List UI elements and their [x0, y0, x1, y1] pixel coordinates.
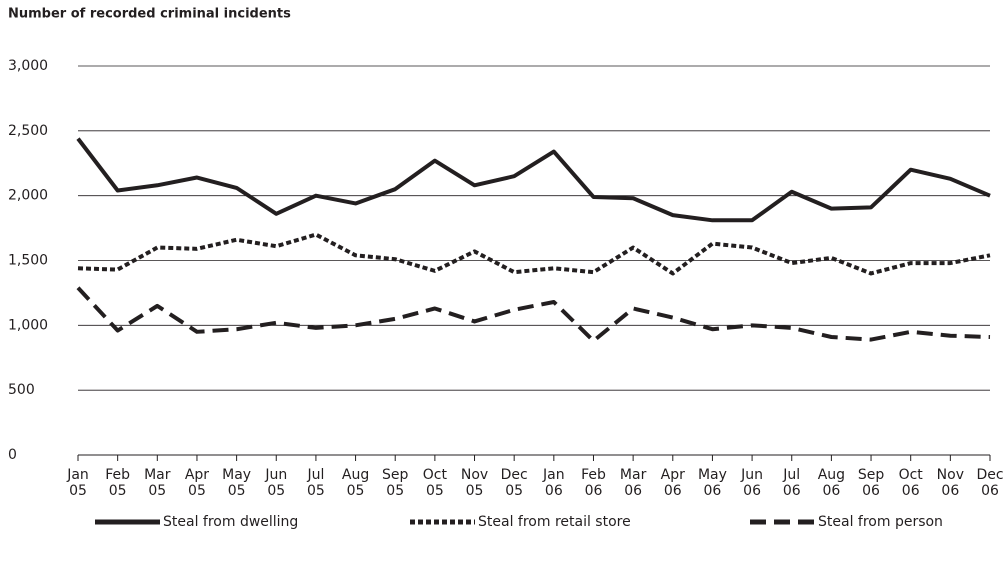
x-tick-label: Nov 06 — [937, 467, 964, 499]
x-tick-label: Jul 05 — [306, 467, 324, 499]
legend-label: Steal from retail store — [478, 514, 631, 530]
chart-title: Number of recorded criminal incidents — [8, 7, 291, 22]
y-tick-label: 1,000 — [8, 317, 48, 333]
x-tick-label: Jul 06 — [782, 467, 800, 499]
legend-label: Steal from dwelling — [163, 514, 298, 530]
y-tick-label: 1,500 — [8, 253, 48, 269]
x-tick-label: Jan 06 — [542, 467, 565, 499]
y-tick-label: 2,000 — [8, 188, 48, 204]
x-tick-label: Oct 05 — [423, 467, 448, 499]
series-line — [77, 232, 991, 276]
y-tick-label: 0 — [8, 447, 17, 463]
x-tick-label: Aug 05 — [342, 467, 369, 499]
x-tick-label: Nov 05 — [461, 467, 488, 499]
x-tick-label: Mar 05 — [144, 467, 171, 499]
x-tick-label: Sep 05 — [382, 467, 409, 499]
y-tick-label: 3,000 — [8, 58, 48, 74]
y-tick-label: 2,500 — [8, 123, 48, 139]
series-line — [76, 137, 991, 223]
x-tick-label: Apr 05 — [185, 467, 209, 499]
x-tick-label: Mar 06 — [620, 467, 647, 499]
x-tick-label: Feb 06 — [581, 467, 606, 499]
x-tick-label: Jun 06 — [740, 467, 763, 499]
legend-label: Steal from person — [818, 514, 943, 530]
x-tick-label: Jun 05 — [264, 467, 287, 499]
x-tick-label: Feb 05 — [105, 467, 130, 499]
x-tick-label: Aug 06 — [818, 467, 845, 499]
x-tick-label: Sep 06 — [858, 467, 885, 499]
x-tick-label: Dec 05 — [501, 467, 528, 499]
series-line — [76, 286, 991, 343]
x-tick-label: Dec 06 — [976, 467, 1003, 499]
y-tick-label: 500 — [8, 382, 35, 398]
x-tick-label: May 06 — [698, 467, 727, 499]
x-tick-label: Apr 06 — [661, 467, 685, 499]
x-tick-label: Oct 06 — [899, 467, 924, 499]
x-tick-label: May 05 — [222, 467, 251, 499]
x-tick-label: Jan 05 — [66, 467, 89, 499]
